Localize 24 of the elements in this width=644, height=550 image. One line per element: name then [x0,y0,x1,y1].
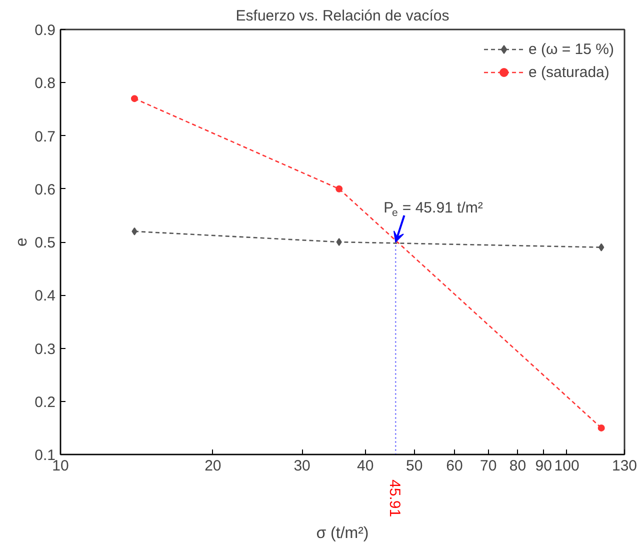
y-tick-label: 0.5 [34,234,56,252]
y-tick-label: 0.2 [34,394,56,411]
y-tick-label: 0.3 [34,340,56,358]
x-tick-label: 90 [535,458,552,474]
legend-label: e (saturada) [528,64,610,80]
x-tick-label: 40 [356,458,374,474]
y-tick-label: 0.4 [34,288,56,305]
x-tick-label: 100 [554,458,580,474]
chart-title: Esfuerzo vs. Relación de vacíos [236,8,450,24]
y-axis-title: e [14,237,31,246]
x-tick-label: 60 [446,458,463,474]
x-tick-label: 20 [204,458,222,474]
y-tick-label: 0.8 [34,75,56,92]
ref-line-label: 45.91 [386,480,404,518]
x-tick-label: 50 [406,458,423,474]
x-tick-label: 30 [294,458,310,474]
x-tick-label: 70 [480,458,497,474]
y-tick-label: 0.9 [34,22,56,39]
y-tick-label: 0.6 [34,181,56,198]
x-tick-label: 130 [612,458,638,474]
y-tick-label: 0.7 [34,128,56,146]
x-tick-label: 80 [509,458,526,474]
legend-label: e (ω = 15 %) [528,40,614,58]
x-axis-title: σ (t/m²) [316,525,369,542]
